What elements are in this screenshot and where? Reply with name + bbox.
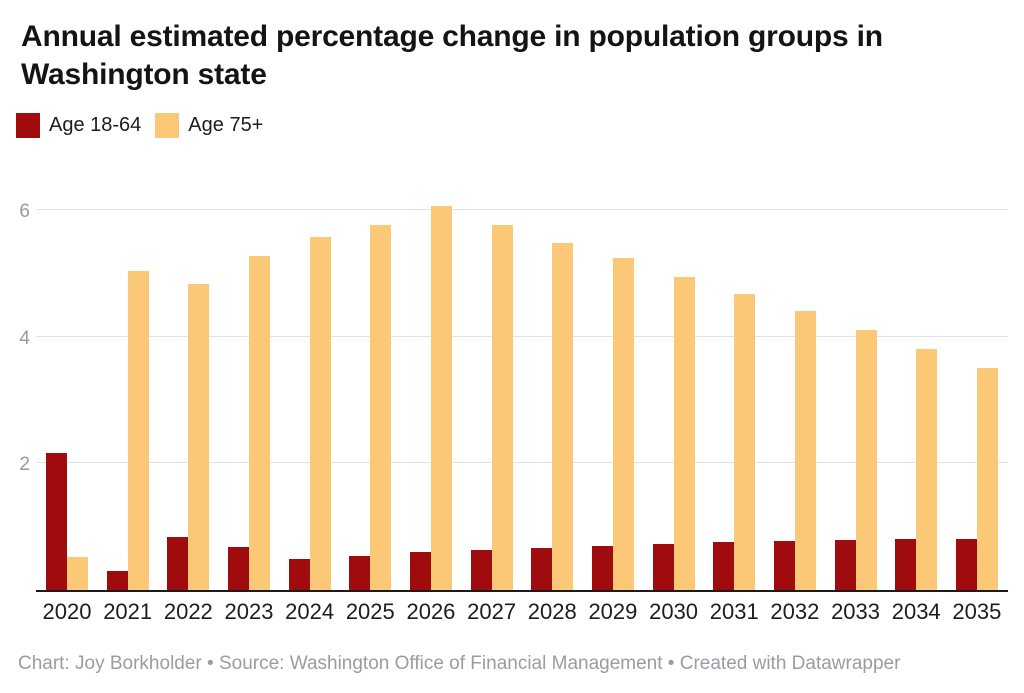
bar-2029-age-75- (612, 258, 634, 590)
x-axis-label: 2034 (891, 599, 941, 624)
bar-group-2027 (470, 225, 513, 590)
bar-2022-age-18-64 (167, 536, 189, 590)
bar-group-2028 (531, 242, 574, 590)
bar-2033-age-75- (855, 330, 877, 590)
bar-2020-age-75- (67, 557, 88, 590)
bar-2035-age-18-64 (955, 539, 977, 590)
bar-2030-age-75- (673, 277, 695, 590)
bar-2035-age-75- (976, 368, 998, 590)
x-axis-label: 2023 (224, 599, 274, 624)
gridline-2 (36, 462, 1008, 464)
y-axis-tick-label: 4 (19, 327, 30, 349)
x-axis-label: 2024 (285, 599, 335, 624)
bar-2028-age-18-64 (531, 548, 553, 590)
bar-2022-age-75- (188, 284, 210, 590)
x-axis-label: 2026 (406, 599, 456, 624)
bar-group-2035 (955, 368, 998, 590)
bar-2034-age-18-64 (895, 539, 917, 590)
bar-2027-age-18-64 (470, 550, 492, 590)
x-axis-label: 2030 (649, 599, 699, 624)
bar-2033-age-18-64 (834, 540, 856, 590)
bar-group-2024 (288, 236, 331, 590)
bar-2021-age-18-64 (106, 571, 128, 590)
bar-group-2025 (349, 225, 392, 590)
x-axis-label: 2033 (831, 599, 881, 624)
x-axis-label: 2032 (770, 599, 820, 624)
legend-item: Age 18-64 (16, 113, 141, 138)
bar-2026-age-18-64 (409, 552, 431, 590)
page-title: Annual estimated percentage change in po… (21, 20, 883, 91)
bar-2031-age-75- (734, 294, 756, 590)
bar-group-2022 (167, 284, 210, 590)
y-axis-tick-label: 6 (19, 201, 30, 222)
bar-2027-age-75- (491, 225, 513, 590)
bar-group-2034 (895, 349, 938, 590)
bar-2023-age-18-64 (227, 546, 249, 590)
bar-2026-age-75- (430, 205, 452, 590)
x-axis-label: 2020 (42, 599, 92, 624)
x-axis-label: 2035 (952, 599, 1002, 624)
legend-swatch-icon (155, 113, 180, 138)
bar-group-2031 (713, 294, 756, 590)
bar-2032-age-18-64 (773, 540, 795, 590)
bar-group-2030 (652, 277, 695, 590)
bar-2021-age-75- (127, 271, 149, 590)
legend-swatch-icon (16, 113, 40, 138)
x-axis-label: 2031 (709, 599, 759, 624)
legend: Age 18-64 Age 75+ (16, 113, 263, 138)
x-axis-label: 2028 (527, 599, 577, 624)
bar-group-2026 (409, 205, 452, 590)
footer-credit: Chart: Joy Borkholder • Source: Washingt… (18, 653, 901, 674)
x-axis-label: 2025 (345, 599, 395, 624)
y-axis-tick-label: 2 (19, 454, 30, 476)
bar-2020-age-18-64 (46, 453, 67, 590)
bar-group-2029 (591, 258, 634, 590)
legend-label: Age 18-64 (49, 114, 142, 136)
bar-2031-age-18-64 (713, 541, 735, 590)
bar-2028-age-75- (552, 242, 574, 590)
bar-group-2023 (227, 255, 270, 590)
bar-group-2021 (106, 271, 149, 590)
x-axis-label: 2021 (103, 599, 153, 624)
bar-group-2033 (834, 330, 877, 590)
bar-2025-age-75- (370, 225, 392, 590)
x-axis-label: 2022 (163, 599, 213, 624)
x-axis-label: 2029 (588, 599, 638, 624)
bar-2032-age-75- (794, 311, 816, 590)
gridline-4 (36, 335, 1008, 337)
legend-item: Age 75+ (155, 113, 263, 138)
gridline-6 (36, 209, 1008, 210)
bar-group-2032 (773, 311, 816, 590)
x-axis-label: 2027 (467, 599, 517, 624)
x-axis-labels: 2020 2021 2022 2023 2024 2025 2026 2027 2028 2029… (36, 599, 1008, 625)
plot-area (36, 193, 1008, 592)
bar-2024-age-75- (309, 236, 331, 590)
bar-2023-age-75- (248, 255, 270, 590)
bar-group-2020 (46, 453, 88, 590)
bar-2029-age-18-64 (591, 546, 613, 590)
bar-2024-age-18-64 (288, 559, 310, 590)
legend-label: Age 75+ (188, 114, 264, 136)
bar-2034-age-75- (916, 349, 938, 590)
bars-container (36, 193, 1008, 590)
bar-2030-age-18-64 (652, 544, 674, 590)
bar-2025-age-18-64 (349, 555, 371, 590)
